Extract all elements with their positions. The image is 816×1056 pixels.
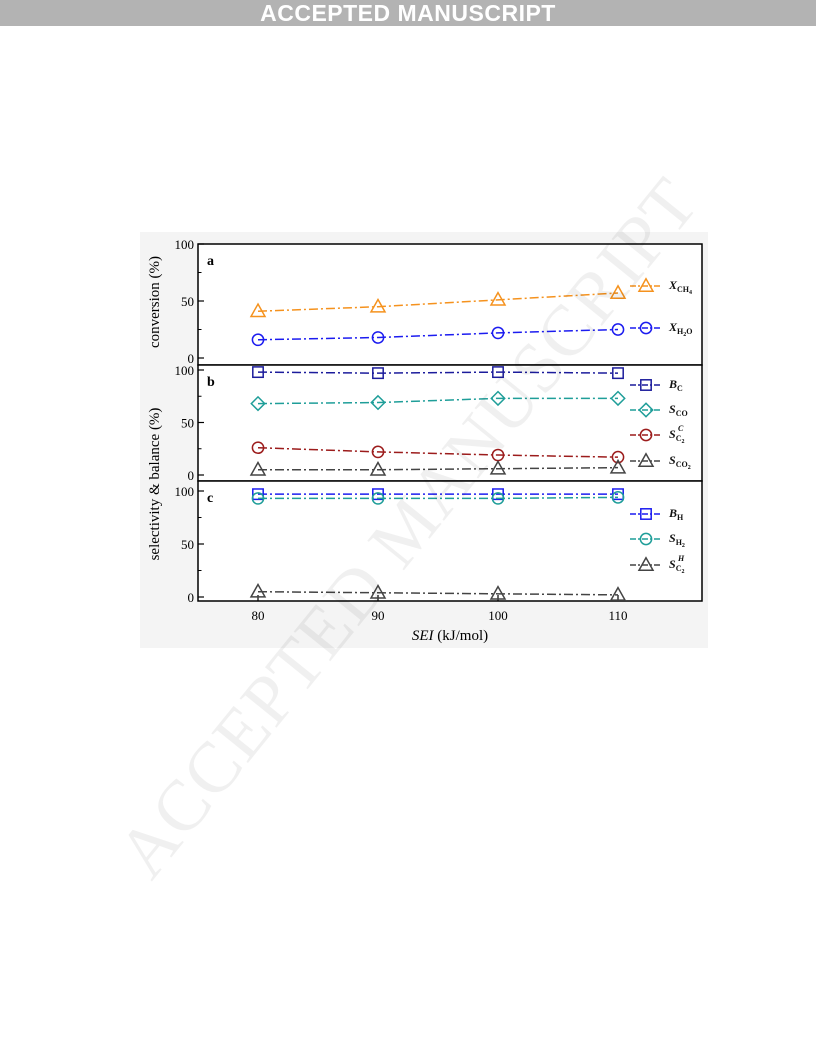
panel-frame-b: [197, 364, 703, 482]
data-point-a-0-3: [609, 284, 627, 299]
data-point-b-1-0: [250, 395, 266, 412]
data-point-b-3-2: [489, 459, 507, 475]
data-point-c-0-0: [252, 488, 264, 501]
x-tick-label-1: 90: [372, 608, 385, 623]
data-point-c-0-2: [492, 488, 504, 501]
data-point-b-0-0: [252, 366, 264, 379]
data-point-b-3-0: [249, 461, 267, 476]
data-point-a-0-0: [249, 302, 267, 318]
x-axis-label: SEI (kJ/mol): [412, 628, 488, 644]
y-tick-label-c-2: 100: [175, 484, 195, 499]
panel-frame-a: [197, 243, 703, 366]
data-point-c-1-0: [251, 492, 265, 505]
data-point-b-0-3: [612, 367, 624, 380]
data-point-c-2-1: [369, 584, 387, 599]
data-point-a-1-3: [611, 323, 625, 336]
legend-label-a-1: XH2O: [668, 320, 692, 338]
x-tick-label-0: 80: [252, 608, 265, 623]
y-tick-label-b-1: 50: [181, 416, 194, 431]
legend-label-c-1: SH2: [669, 531, 685, 549]
panel-letter-c: c: [207, 491, 213, 506]
legend-marker-b-3: [637, 452, 655, 467]
data-point-b-1-3: [610, 390, 626, 407]
x-tick-label-3: 110: [608, 608, 627, 623]
data-point-c-2-3: [609, 586, 627, 601]
data-point-b-2-1: [371, 445, 385, 459]
panel-frame-c: [197, 480, 703, 602]
data-point-c-0-1: [372, 488, 384, 501]
data-point-a-1-2: [491, 326, 505, 340]
series-line-c-1: [258, 496, 619, 500]
data-point-b-0-1: [372, 367, 384, 380]
data-point-b-3-1: [369, 461, 387, 476]
legend-marker-b-2: [639, 428, 653, 442]
legend-marker-c-0: [640, 508, 652, 520]
y-tick-label-a-1: 50: [181, 294, 194, 309]
data-point-c-1-1: [371, 492, 385, 505]
legend-marker-a-0: [637, 277, 655, 292]
legend-label-c-2-sup: H: [677, 554, 685, 563]
legend-label-b-0: BC: [668, 377, 683, 393]
legend-label-b-1: SCO: [669, 402, 688, 418]
y-tick-label-a-0: 0: [188, 351, 195, 366]
data-point-b-2-3: [611, 450, 625, 464]
data-point-c-2-2: [489, 585, 507, 600]
data-point-a-1-0: [251, 333, 265, 347]
data-point-c-1-3: [611, 491, 625, 504]
legend-label-b-2-sup: C: [678, 424, 684, 433]
series-line-b-3: [258, 466, 619, 471]
panel-letter-a: a: [207, 254, 214, 269]
legend-label-c-0: BH: [668, 506, 684, 522]
y-tick-label-b-2: 100: [175, 363, 195, 378]
data-point-a-1-1: [371, 331, 385, 344]
data-point-b-3-3: [609, 458, 627, 474]
legend-marker-c-2: [637, 556, 655, 571]
legend-marker-c-1: [639, 532, 653, 546]
x-tick-label-2: 100: [488, 608, 508, 623]
legend-label-b-3: SCO2: [669, 453, 691, 471]
legend-label-b-2: SC2: [669, 427, 684, 445]
y-tick-label-c-0: 0: [188, 590, 195, 605]
legend-label-c-2: SC2: [669, 557, 684, 575]
data-point-c-2-0: [249, 582, 267, 598]
data-point-a-0-2: [489, 291, 507, 306]
legend-marker-b-0: [640, 379, 652, 391]
data-point-b-2-0: [251, 441, 265, 455]
y-tick-label-b-0: 0: [188, 468, 195, 483]
legend-marker-b-1: [638, 402, 654, 418]
data-point-b-1-2: [490, 390, 506, 407]
accepted-manuscript-banner: ACCEPTED MANUSCRIPT: [0, 0, 816, 26]
legend-label-a-0: XCH4: [668, 278, 692, 296]
y-tick-label-a-2: 100: [175, 237, 195, 252]
y-axis-label-bc: selectivity & balance (%): [147, 408, 163, 561]
data-point-b-1-1: [370, 394, 386, 411]
y-tick-label-c-1: 50: [181, 537, 194, 552]
y-axis-label-a: conversion (%): [147, 256, 163, 348]
data-point-c-1-2: [491, 492, 505, 505]
data-point-b-0-2: [492, 366, 504, 379]
panel-letter-b: b: [207, 375, 215, 390]
legend-marker-a-1: [639, 321, 653, 335]
data-point-a-0-1: [369, 297, 387, 313]
